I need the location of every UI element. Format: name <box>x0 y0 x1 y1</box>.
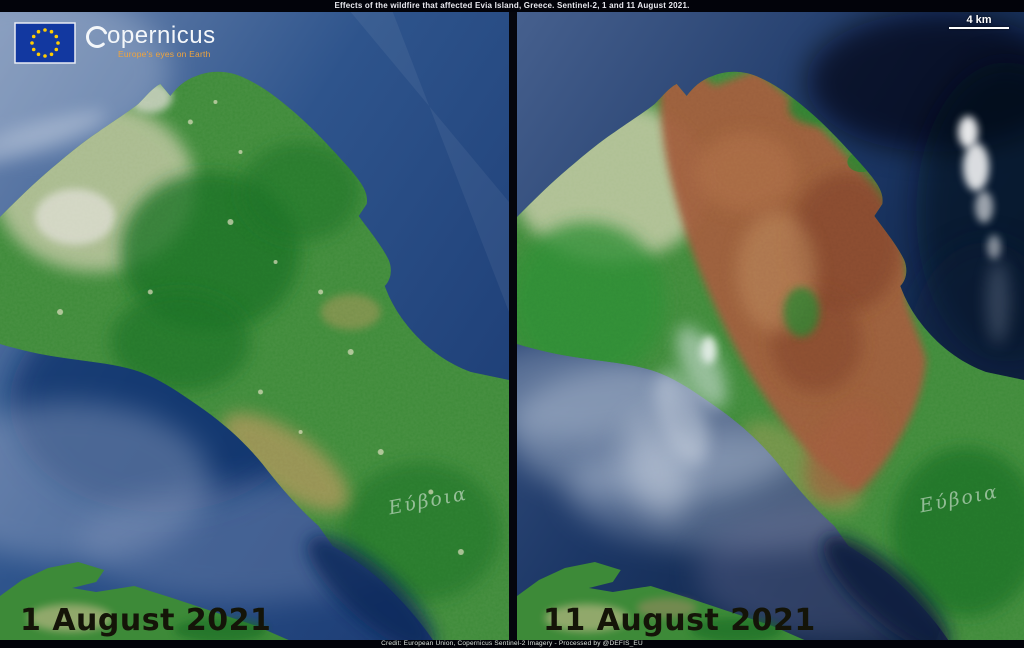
scale-bar: 4 km <box>948 14 1010 29</box>
scale-bar-line <box>949 27 1009 29</box>
satellite-scene-after <box>517 12 1024 640</box>
smoke-plume-3 <box>624 413 689 521</box>
strait-water-after <box>823 535 950 640</box>
date-label-before: 1 August 2021 <box>20 603 272 638</box>
credit-bar: Credit: European Union, Copernicus Senti… <box>0 640 1024 648</box>
title-bar: Effects of the wildfire that affected Ev… <box>0 0 1024 12</box>
cloud-plume-sea-3 <box>975 191 994 223</box>
panel-after: 4 km Εύβοια 11 August 2021 <box>517 12 1024 640</box>
mainland-brown-after <box>636 598 697 618</box>
scale-bar-label: 4 km <box>966 14 992 26</box>
smoke-plume-1 <box>676 325 727 409</box>
strait-water <box>307 535 435 640</box>
panel-before: opernicus Europe's eyes on Earth Εύβοια … <box>0 12 509 640</box>
smoke-trail <box>986 260 1011 344</box>
image-title: Effects of the wildfire that affected Ev… <box>334 1 690 10</box>
satellite-scene-before <box>0 12 509 640</box>
smoke-plume-2 <box>654 369 709 465</box>
mainland-tan-after <box>544 604 629 632</box>
active-smoke <box>624 116 1011 521</box>
date-label-after: 11 August 2021 <box>543 603 816 638</box>
islet-small <box>112 606 125 614</box>
panel-divider <box>509 12 517 640</box>
mainland-before <box>0 562 289 640</box>
mainland-tan <box>28 604 113 632</box>
mainland-forest-after <box>690 618 783 640</box>
island-before <box>0 71 509 640</box>
cloud-plume-sea-2 <box>963 143 990 191</box>
copernicus-tagline: Europe's eyes on Earth <box>118 49 211 59</box>
eu-flag-icon <box>14 22 76 64</box>
copernicus-wordmark: opernicus Europe's eyes on Earth <box>84 22 216 59</box>
cloud-streak <box>0 111 106 173</box>
copernicus-name: opernicus <box>107 22 216 49</box>
mainland-after <box>517 562 805 640</box>
eu-stars <box>30 28 60 58</box>
cloud-plume-sea-4 <box>987 235 1002 259</box>
copernicus-logo: opernicus Europe's eyes on Earth <box>14 22 216 64</box>
credit-text: Credit: European Union, Copernicus Senti… <box>381 639 643 647</box>
copernicus-c-icon <box>86 26 108 48</box>
mainland-forest <box>174 618 267 640</box>
cloud-plume-sea-1 <box>958 116 979 148</box>
islet <box>73 594 100 606</box>
islet-after <box>589 594 616 606</box>
